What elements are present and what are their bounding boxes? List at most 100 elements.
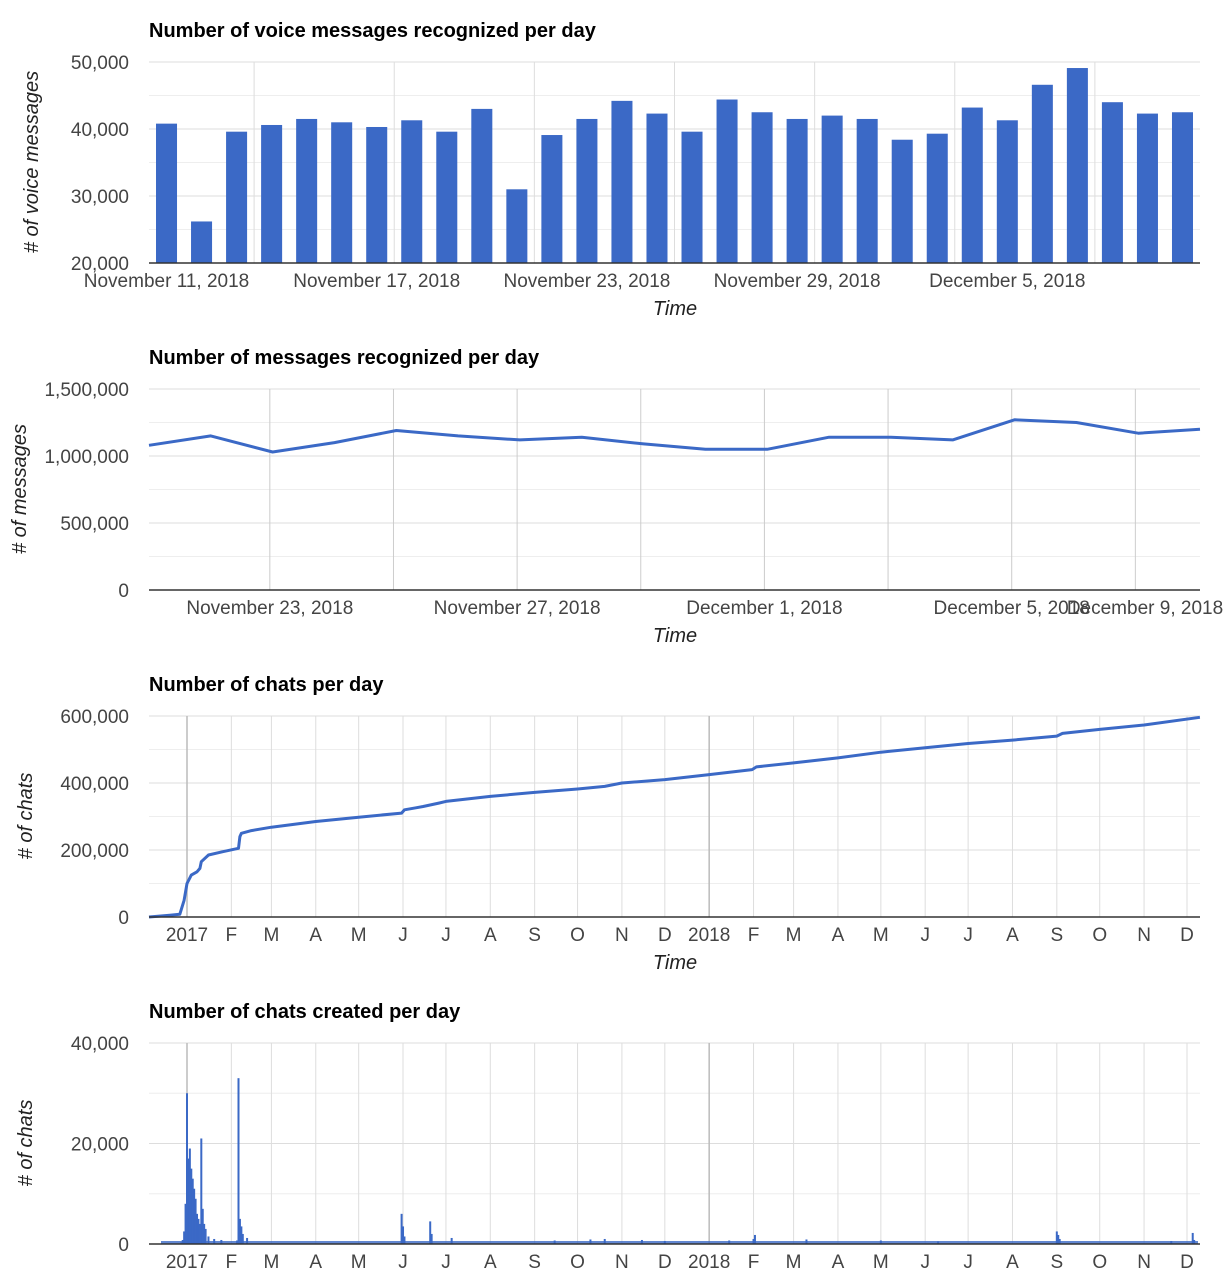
- x-tick-label: J: [963, 925, 973, 946]
- bar: [1055, 1231, 1058, 1244]
- x-tick-label: O: [1092, 1252, 1107, 1273]
- bar: [603, 1238, 606, 1244]
- x-tick-label: November 27, 2018: [434, 598, 601, 619]
- bar: [204, 1228, 207, 1244]
- bar: [1066, 68, 1088, 263]
- bar: [429, 1221, 432, 1244]
- bar: [541, 135, 563, 263]
- bar: [728, 1240, 731, 1244]
- y-tick-label: 0: [118, 581, 129, 602]
- bar: [1193, 1239, 1196, 1244]
- x-tick-label: O: [570, 1252, 585, 1273]
- x-tick-label: November 23, 2018: [503, 271, 670, 292]
- x-tick-label: F: [748, 925, 760, 946]
- x-tick-label: S: [528, 925, 541, 946]
- bar: [1031, 84, 1053, 263]
- bar: [589, 1239, 592, 1244]
- x-tick-label: M: [873, 925, 889, 946]
- chart3-ylabel: # of chats: [15, 773, 37, 860]
- bar: [220, 1239, 223, 1244]
- bar: [237, 1078, 240, 1244]
- bar: [198, 1223, 201, 1244]
- bar: [786, 118, 808, 263]
- bar: [937, 1241, 940, 1244]
- bar: [226, 131, 248, 263]
- bar: [207, 1236, 210, 1244]
- bar: [196, 1213, 199, 1244]
- x-tick-label: M: [263, 925, 279, 946]
- x-tick-label: A: [309, 1252, 322, 1273]
- x-tick-label: J: [920, 1252, 930, 1273]
- chart-chats: Number of chats per day # of chats Time …: [15, 674, 1201, 974]
- bar: [203, 1223, 206, 1244]
- bar: [1191, 1232, 1194, 1244]
- x-tick-label: J: [441, 1252, 451, 1273]
- chart2-title: Number of messages recognized per day: [149, 347, 540, 369]
- bar: [331, 122, 353, 263]
- bar: [611, 100, 633, 263]
- x-tick-label: A: [832, 1252, 845, 1273]
- bar: [240, 1226, 243, 1244]
- bar: [180, 1242, 183, 1244]
- bar: [805, 1239, 808, 1244]
- x-tick-label: November 29, 2018: [714, 271, 881, 292]
- bar: [961, 107, 983, 263]
- x-tick-label: M: [263, 1252, 279, 1273]
- x-tick-label: F: [226, 925, 238, 946]
- bar: [156, 123, 178, 263]
- bar: [401, 120, 423, 263]
- x-tick-label: 2018: [688, 925, 730, 946]
- bar: [188, 1148, 191, 1244]
- x-tick-label: November 11, 2018: [84, 271, 249, 292]
- bar: [241, 1233, 244, 1244]
- x-tick-label: N: [1137, 925, 1151, 946]
- y-tick-label: 20,000: [71, 1135, 129, 1156]
- x-tick-label: F: [226, 1252, 238, 1273]
- y-tick-label: 1,000,000: [44, 447, 129, 468]
- x-tick-label: J: [441, 925, 451, 946]
- y-tick-label: 20,000: [71, 254, 129, 275]
- bar: [236, 1240, 239, 1244]
- x-tick-label: A: [484, 925, 497, 946]
- x-tick-label: D: [658, 1252, 672, 1273]
- y-tick-label: 500,000: [60, 514, 129, 535]
- x-tick-label: December 1, 2018: [686, 598, 842, 619]
- bar: [197, 1218, 200, 1244]
- x-tick-label: O: [1092, 925, 1107, 946]
- x-tick-label: December 9, 2018: [1067, 598, 1223, 619]
- x-tick-label: J: [398, 925, 408, 946]
- x-tick-label: M: [873, 1252, 889, 1273]
- x-tick-label: November 17, 2018: [293, 271, 460, 292]
- bar: [821, 115, 843, 263]
- bar: [681, 131, 703, 263]
- bar: [1058, 1238, 1061, 1244]
- bar: [201, 1208, 204, 1244]
- x-tick-label: A: [832, 925, 845, 946]
- x-tick-label: A: [484, 1252, 497, 1273]
- bar: [261, 124, 283, 263]
- bar: [1171, 112, 1193, 263]
- bar: [430, 1233, 433, 1244]
- x-tick-label: 2018: [688, 1252, 730, 1273]
- bar: [436, 131, 458, 263]
- bar: [753, 1234, 756, 1244]
- bar: [366, 126, 388, 264]
- x-tick-label: S: [1050, 1252, 1063, 1273]
- bar: [576, 118, 598, 263]
- bar: [751, 112, 773, 263]
- bar: [213, 1238, 216, 1244]
- x-tick-label: O: [570, 925, 585, 946]
- x-tick-label: A: [309, 925, 322, 946]
- bar: [450, 1237, 453, 1244]
- x-tick-label: S: [1050, 925, 1063, 946]
- chart-messages: Number of messages recognized per day # …: [9, 347, 1223, 647]
- x-tick-label: D: [1180, 1252, 1194, 1273]
- bar: [506, 189, 528, 263]
- bar: [184, 1203, 187, 1244]
- bar: [646, 113, 668, 263]
- x-tick-label: F: [748, 1252, 760, 1273]
- bar: [752, 1238, 755, 1244]
- x-tick-label: A: [1006, 1252, 1019, 1273]
- bar: [1101, 102, 1123, 263]
- bar: [856, 118, 878, 263]
